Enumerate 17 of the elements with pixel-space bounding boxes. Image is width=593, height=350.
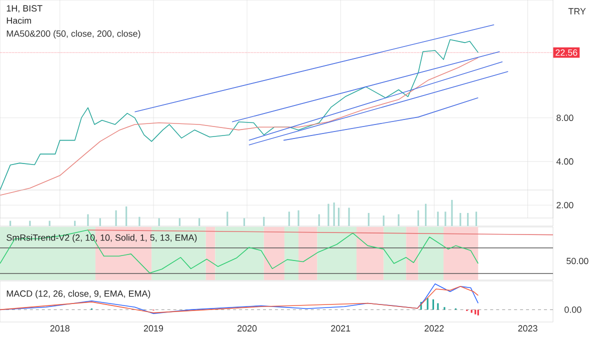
annotation: MA50&200 (50, close, 200, close) xyxy=(6,30,140,39)
chart-title: Hacim xyxy=(6,17,31,24)
y-tick-label: 4.00 xyxy=(556,158,574,165)
x-tick-label: 2019 xyxy=(144,325,164,332)
ref-line-label: 0.00 xyxy=(564,306,582,313)
x-tick-label: 2018 xyxy=(50,325,70,332)
text: MACD (12, 26, close, 9, EMA, EMA) xyxy=(6,290,150,299)
chart-title: 1H, BIST xyxy=(6,5,42,13)
x-tick-label: 2020 xyxy=(238,325,257,332)
ref-line-label: 22.56 xyxy=(556,49,578,56)
text: 50.00 xyxy=(566,258,588,264)
y-tick-label: 2.00 xyxy=(556,202,574,208)
x-tick-label: 2022 xyxy=(424,325,444,332)
x-tick-label: 2023 xyxy=(518,325,538,332)
x-tick-label: 2021 xyxy=(331,325,350,332)
y-axis-title: TRY xyxy=(568,8,586,14)
y-tick-label: 8.00 xyxy=(556,114,574,122)
